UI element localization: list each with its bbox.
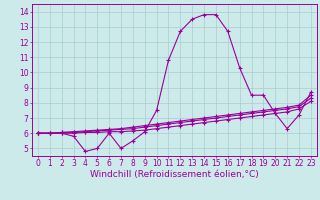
X-axis label: Windchill (Refroidissement éolien,°C): Windchill (Refroidissement éolien,°C): [90, 170, 259, 179]
